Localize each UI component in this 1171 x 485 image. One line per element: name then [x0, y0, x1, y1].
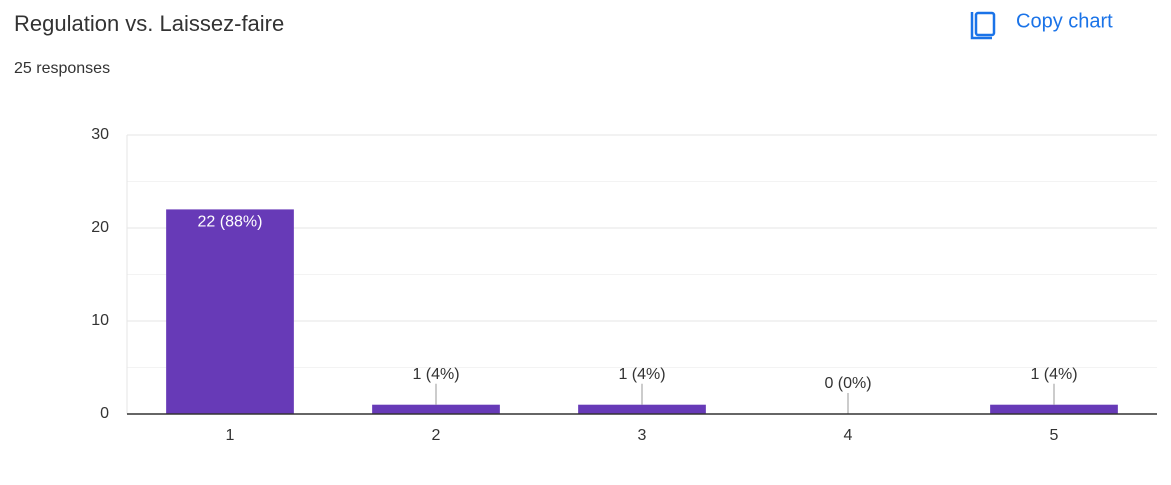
chart-title: Regulation vs. Laissez-faire — [14, 11, 284, 36]
copy-icon-back — [970, 12, 992, 40]
subtitle: 25 responses — [14, 60, 110, 77]
bar — [166, 209, 294, 414]
value-label: 1 (4%) — [618, 366, 665, 383]
y-tick-label: 0 — [100, 405, 109, 422]
value-label: 1 (4%) — [412, 366, 459, 383]
y-tick-label: 10 — [91, 312, 109, 329]
button-label[interactable]: Copy chart — [1016, 10, 1113, 32]
value-label: 1 (4%) — [1030, 366, 1077, 383]
x-tick-label: 4 — [844, 427, 853, 444]
value-label: 0 (0%) — [824, 375, 871, 392]
x-tick-label: 2 — [432, 427, 441, 444]
bar — [372, 404, 500, 414]
copy-icon — [974, 11, 996, 37]
copy-chart-button[interactable]: Copy chart — [970, 10, 1113, 40]
y-tick-label: 30 — [91, 126, 109, 143]
x-tick-label: 1 — [226, 427, 235, 444]
bar — [578, 404, 706, 414]
value-label: 22 (88%) — [198, 214, 263, 231]
bar — [990, 404, 1118, 414]
x-tick-label: 5 — [1050, 427, 1059, 444]
y-tick-label: 20 — [91, 219, 109, 236]
x-tick-label: 3 — [638, 427, 647, 444]
